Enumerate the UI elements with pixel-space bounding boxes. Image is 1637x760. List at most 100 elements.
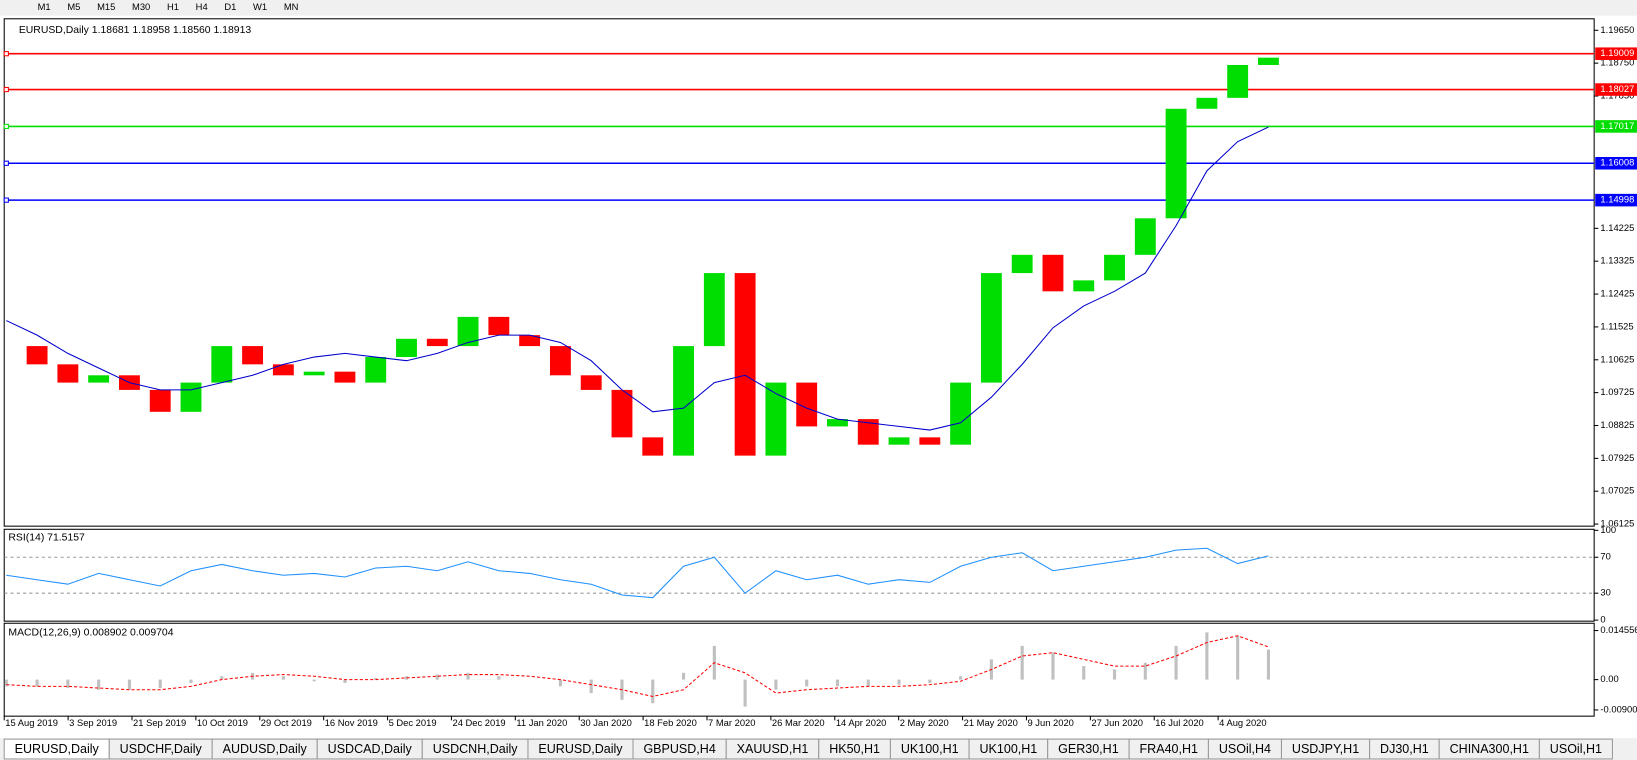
candle: [642, 437, 664, 456]
y-tick-label: 1.08825: [1600, 419, 1634, 430]
y-tick-label: 1.18750: [1600, 57, 1634, 68]
y-tick-label: 1.13325: [1600, 255, 1634, 266]
level-tag: [1595, 47, 1637, 60]
candle: [549, 346, 571, 376]
y-tick-label: 30: [1600, 587, 1610, 598]
x-tick-label: 30 Jan 2020: [580, 717, 632, 728]
price-pane: [3, 18, 1595, 527]
y-tick-label: 0: [1600, 614, 1605, 625]
level-handle: [3, 123, 9, 130]
y-tick-label: 1.19650: [1600, 24, 1634, 35]
x-tick-label: 29 Oct 2019: [261, 717, 312, 728]
x-tick-label: 4 Aug 2020: [1219, 717, 1266, 728]
tab-label[interactable]: CHINA300,H1: [1450, 742, 1529, 756]
timeframe-button[interactable]: M1: [38, 1, 51, 12]
tab-label[interactable]: EURUSD,Daily: [538, 742, 623, 756]
y-tick-label: 1.07925: [1600, 452, 1634, 463]
candle: [1011, 254, 1033, 274]
tab-label[interactable]: USDCAD,Daily: [328, 742, 413, 756]
level-handle: [3, 51, 9, 57]
x-tick-label: 7 Mar 2020: [708, 717, 755, 728]
y-tick-label: 1.07025: [1600, 485, 1634, 496]
timeframe-button[interactable]: W1: [253, 1, 267, 12]
candle: [149, 389, 171, 412]
candle: [611, 389, 633, 438]
timeframe-button[interactable]: H4: [196, 1, 208, 12]
candle: [1227, 64, 1249, 98]
candle: [457, 316, 479, 347]
level-tag: [1595, 120, 1637, 133]
x-tick-label: 24 Dec 2019: [452, 717, 505, 728]
rsi-line: [6, 547, 1269, 599]
candle: [1196, 97, 1218, 109]
candle: [857, 419, 879, 445]
x-tick-label: 11 Jan 2020: [516, 717, 567, 728]
x-tick-label: 3 Sep 2019: [69, 717, 117, 728]
tab-label[interactable]: FRA40,H1: [1140, 742, 1198, 756]
timeframe-button[interactable]: MN: [284, 1, 299, 12]
candle: [580, 375, 602, 390]
tab-label[interactable]: EURUSD,Daily: [15, 742, 100, 756]
candle: [1165, 108, 1187, 219]
x-tick-label: 10 Oct 2019: [197, 717, 248, 728]
level-label: 1.14998: [1600, 194, 1634, 205]
tab[interactable]: [1538, 738, 1613, 760]
tab-label[interactable]: USDCNH,Daily: [433, 742, 519, 756]
timeframe-button[interactable]: H1: [167, 1, 179, 12]
candle: [765, 382, 787, 456]
timeframe-button[interactable]: M15: [97, 1, 115, 12]
candle: [57, 364, 79, 383]
tab-label[interactable]: HK50,H1: [829, 742, 880, 756]
level-label: 1.18027: [1600, 83, 1634, 94]
tab-label[interactable]: GBPUSD,H4: [643, 742, 715, 756]
x-tick-label: 16 Nov 2019: [325, 717, 378, 728]
candle: [211, 346, 233, 383]
candle: [272, 364, 294, 376]
y-tick-label: 70: [1600, 551, 1610, 562]
y-tick-label: 1.10625: [1600, 353, 1634, 364]
candle: [396, 338, 417, 358]
tab-label[interactable]: UK100,H1: [980, 742, 1038, 756]
level-handle: [3, 197, 9, 203]
y-tick-label: 1.06125: [1600, 518, 1634, 529]
candle: [703, 273, 725, 347]
x-tick-label: 14 Apr 2020: [836, 717, 887, 728]
timeframe-button[interactable]: D1: [224, 1, 236, 12]
level-label: 1.16008: [1600, 157, 1634, 168]
candle: [919, 437, 941, 445]
level-tag: [1595, 156, 1637, 170]
candle: [488, 316, 510, 336]
x-tick-label: 2 May 2020: [900, 717, 949, 728]
tab-label[interactable]: USOil,H4: [1219, 742, 1271, 756]
y-tick-label: 100: [1600, 524, 1616, 535]
candle: [950, 382, 972, 445]
tab-label[interactable]: UK100,H1: [901, 742, 959, 756]
tab-label[interactable]: USDCHF,Daily: [120, 742, 203, 756]
tab-label[interactable]: AUDUSD,Daily: [223, 742, 308, 756]
tab-label[interactable]: GER30,H1: [1058, 742, 1119, 756]
y-tick-label: 1.11525: [1600, 320, 1633, 331]
tab-label[interactable]: XAUUSD,H1: [737, 742, 809, 756]
tab-label[interactable]: USDJPY,H1: [1292, 742, 1359, 756]
candle: [334, 371, 356, 383]
x-tick-label: 15 Aug 2019: [5, 717, 58, 728]
y-tick-label: 0.014556: [1600, 624, 1637, 635]
rsi-pane: [3, 528, 1595, 622]
rsi-title: RSI(14) 71.5157: [8, 532, 85, 543]
candle: [519, 335, 541, 347]
timeframe-button[interactable]: M5: [67, 1, 80, 12]
candle: [180, 382, 202, 412]
toolbar: [0, 0, 1637, 16]
timeframe-button[interactable]: M30: [132, 1, 150, 12]
tab-label[interactable]: USOil,H1: [1550, 742, 1602, 756]
x-tick-label: 9 Jun 2020: [1028, 717, 1074, 728]
tab-label[interactable]: DJ30,H1: [1380, 742, 1429, 756]
candle: [1134, 218, 1156, 255]
moving-average: [6, 126, 1269, 431]
candle: [242, 346, 264, 365]
candle: [1258, 57, 1279, 65]
y-tick-label: 1.14225: [1600, 222, 1634, 233]
candle: [796, 382, 818, 427]
candle: [673, 346, 694, 456]
